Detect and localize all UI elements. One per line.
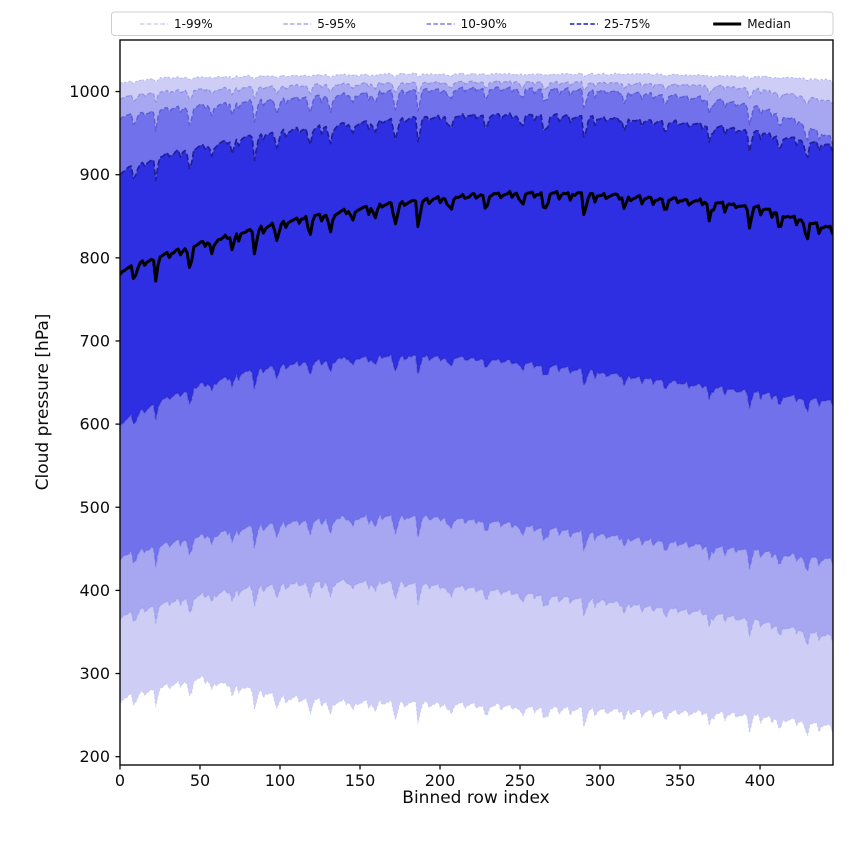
y-axis-label: Cloud pressure [hPa] xyxy=(33,314,53,491)
plot-border xyxy=(119,39,834,766)
band-upper-edge-25-75% xyxy=(120,112,833,182)
x-tick-label: 250 xyxy=(505,771,536,790)
band-lower-edge-10-90% xyxy=(120,513,833,572)
y-tick-label: 200 xyxy=(79,747,110,766)
y-tick-label: 400 xyxy=(79,581,110,600)
y-tick-label: 1000 xyxy=(69,82,110,101)
x-tick-label: 150 xyxy=(345,771,376,790)
axes xyxy=(119,39,834,766)
band-lower-edge-25-75% xyxy=(120,353,833,427)
band-upper-edge-5-95% xyxy=(120,79,833,105)
median-line xyxy=(120,189,833,283)
x-tick-label: 50 xyxy=(190,771,210,790)
x-tick-label: 0 xyxy=(115,771,125,790)
legend: 1-99% 5-95% 10-90% 25-75% Median xyxy=(111,11,834,36)
legend-label-10-90%: 10-90% xyxy=(461,17,507,31)
legend-label-Median: Median xyxy=(747,17,791,31)
legend-label-5-95%: 5-95% xyxy=(317,17,356,31)
x-tick-label: 400 xyxy=(745,771,776,790)
tick-marks xyxy=(115,90,761,770)
y-tick-label: 800 xyxy=(79,248,110,267)
tick-labels: 0 50 100 150 200 250 300 350 400 200 300 400 500 600 7… xyxy=(69,82,775,790)
y-tick-label: 900 xyxy=(79,165,110,184)
band-upper-edge-1-99% xyxy=(120,72,833,85)
band-lower-edge-1-99% xyxy=(120,675,833,737)
band-lower-edge-5-95% xyxy=(120,578,833,646)
percentile-bands xyxy=(120,72,833,737)
median-line-layer xyxy=(120,189,833,283)
band-fill-25-75% xyxy=(120,113,833,426)
band-upper-edge-10-90% xyxy=(120,86,833,145)
x-tick-label: 100 xyxy=(265,771,296,790)
legend-box xyxy=(111,11,834,36)
x-tick-label: 350 xyxy=(665,771,696,790)
legend-label-1-99%: 1-99% xyxy=(174,17,213,31)
y-tick-label: 600 xyxy=(79,415,110,434)
x-tick-label: 200 xyxy=(425,771,456,790)
legend-label-25-75%: 25-75% xyxy=(604,17,650,31)
y-tick-label: 500 xyxy=(79,498,110,517)
x-axis-label: Binned row index xyxy=(402,788,549,808)
y-tick-label: 300 xyxy=(79,664,110,683)
x-tick-label: 300 xyxy=(585,771,616,790)
y-tick-label: 700 xyxy=(79,331,110,350)
